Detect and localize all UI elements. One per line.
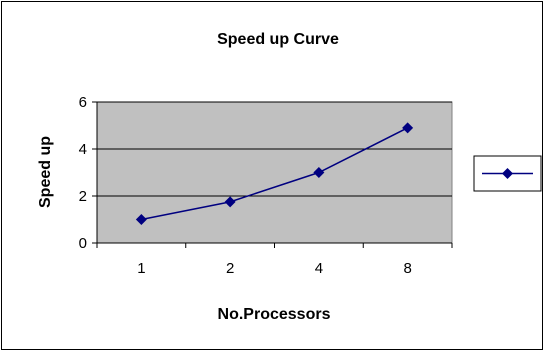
y-tick-label-0: 0 — [79, 235, 87, 252]
plot-area — [96, 101, 453, 244]
legend-marker — [502, 168, 513, 179]
y-tick-label-2: 4 — [79, 141, 87, 158]
data-point-1 — [224, 196, 236, 208]
x-tick-label-1: 2 — [226, 260, 234, 277]
y-tick-label-1: 2 — [79, 188, 87, 205]
gridlines — [97, 101, 452, 197]
y-tick-label-3: 6 — [79, 94, 87, 111]
data-point-2 — [313, 167, 325, 178]
x-tick-label-3: 8 — [403, 260, 411, 277]
x-tick-label-0: 1 — [137, 260, 145, 277]
data-point-0 — [135, 214, 147, 225]
data-point-3 — [402, 122, 414, 134]
x-tick-labels: 1 2 4 8 — [137, 260, 412, 277]
x-tick-label-2: 4 — [315, 260, 323, 277]
legend — [473, 155, 542, 192]
series-0-line — [141, 127, 408, 221]
chart-title: Speed up Curve — [217, 31, 339, 48]
axes — [92, 101, 453, 248]
y-tick-labels: 0 2 4 6 — [79, 94, 87, 252]
y-axis-title: Speed up — [37, 136, 54, 208]
series-line — [135, 122, 414, 225]
x-axis-title: No.Processors — [218, 306, 331, 323]
